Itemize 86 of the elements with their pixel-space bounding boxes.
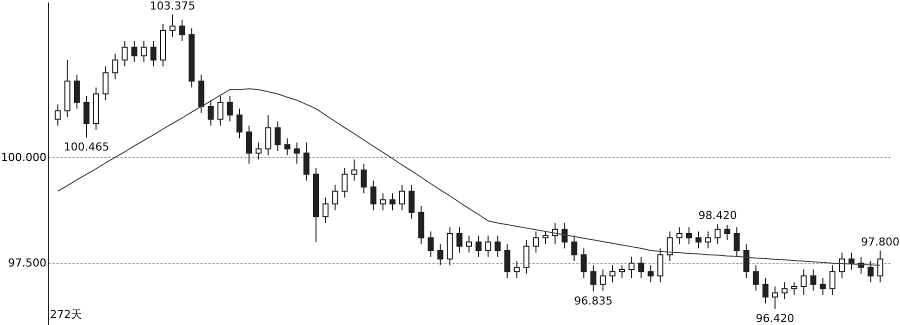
candlestick — [322, 197, 329, 224]
candlestick — [648, 264, 654, 283]
candlestick — [83, 95, 90, 138]
candlestick — [399, 184, 406, 211]
candlestick — [476, 235, 482, 258]
y-tick-label: 97.500 — [8, 256, 46, 270]
candlestick — [294, 142, 300, 164]
candlestick — [140, 40, 147, 63]
candlestick — [609, 264, 616, 283]
candlestick — [705, 230, 712, 249]
candlestick — [274, 120, 281, 152]
candlestick — [714, 224, 721, 245]
candlestick — [782, 282, 788, 300]
candlestick — [676, 226, 682, 245]
candlestick — [428, 230, 434, 258]
candlestick — [408, 184, 415, 220]
annotation: 96.835 — [574, 294, 613, 308]
candlestick — [131, 40, 138, 63]
candlestick — [657, 248, 664, 283]
candlestick — [466, 235, 472, 254]
candlestick — [820, 278, 826, 296]
candlestick — [236, 108, 242, 139]
candlestick — [523, 239, 530, 274]
candlestick — [226, 95, 233, 122]
candlestick — [571, 235, 578, 262]
candlestick — [217, 95, 224, 126]
candlestick — [868, 260, 874, 283]
candlestick — [580, 248, 587, 279]
candlestick — [800, 269, 807, 296]
candlestick — [170, 14, 176, 38]
candlestick — [877, 250, 884, 283]
candlestick — [303, 142, 310, 182]
annotation: 103.375 — [150, 0, 196, 12]
candlestick — [600, 269, 606, 292]
candlestick — [284, 138, 290, 156]
annotation: 272天 — [50, 308, 82, 321]
y-tick-label: 100.000 — [1, 150, 46, 164]
candlestick — [74, 74, 80, 110]
candlestick — [829, 264, 836, 296]
candlestick — [179, 19, 186, 42]
candlestick — [638, 256, 644, 279]
candlestick — [102, 66, 109, 101]
candlestick — [532, 230, 539, 254]
candlestick — [752, 264, 759, 292]
candlestick — [208, 100, 214, 126]
candlestick — [246, 125, 252, 164]
annotation: 96.420 — [756, 312, 794, 325]
candlestick — [389, 192, 396, 211]
candlestick — [810, 269, 816, 292]
candlestick — [848, 252, 855, 270]
candlestick — [666, 230, 673, 262]
candlestick — [380, 192, 386, 211]
candlestick — [696, 230, 702, 249]
candlestick — [265, 114, 272, 156]
candlestick — [437, 244, 444, 266]
annotation: 97.800 — [860, 235, 900, 248]
candlestick — [619, 264, 626, 279]
candlestick — [112, 53, 118, 80]
candlestick — [724, 224, 730, 240]
candlestick — [122, 40, 128, 67]
candlestick — [772, 286, 778, 310]
candlestick — [762, 278, 768, 304]
candlestick — [628, 256, 635, 279]
candlestick — [743, 244, 750, 279]
candlestick — [734, 226, 740, 258]
candlestick — [504, 244, 510, 279]
annotation: 98.420 — [698, 209, 737, 222]
candlestick — [562, 222, 568, 249]
candlestick — [485, 235, 492, 258]
candlestick — [360, 163, 367, 194]
candlestick — [590, 264, 596, 292]
candlestick — [542, 230, 549, 245]
candlestick — [256, 142, 262, 160]
candlestick — [456, 226, 462, 254]
candlestick — [494, 235, 501, 258]
candlestick — [686, 226, 692, 245]
candlestick — [514, 260, 520, 279]
candlestick — [342, 167, 348, 198]
candlestick — [351, 158, 358, 182]
annotation: 100.465 — [64, 140, 110, 154]
candlestick — [791, 282, 798, 296]
candlestick — [370, 180, 376, 211]
candlestick — [150, 40, 156, 67]
candlestick — [54, 104, 61, 126]
candlestick — [838, 252, 845, 279]
candlestick — [332, 184, 338, 211]
